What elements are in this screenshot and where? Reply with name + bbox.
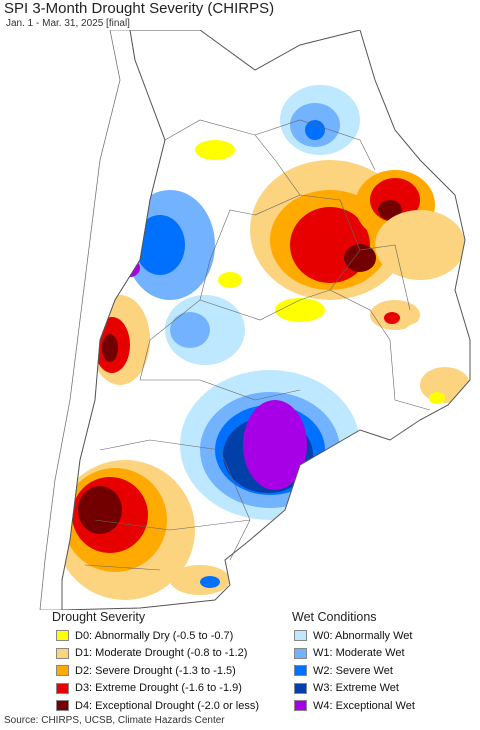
legend-item-w3: W3: Extreme Wet	[294, 680, 415, 698]
legend-item-d4: D4: Exceptional Drought (-2.0 or less)	[56, 697, 259, 715]
land-outline	[61, 30, 471, 610]
legend-item-w0: W0: Abnormally Wet	[294, 627, 415, 645]
legend-item-d1: D1: Moderate Drought (-0.8 to -1.2)	[56, 645, 259, 663]
swatch-d3	[56, 682, 69, 694]
legend-item-d0: D0: Abnormally Dry (-0.5 to -0.7)	[56, 627, 259, 645]
legend-item-w2: W2: Severe Wet	[294, 662, 415, 680]
legend-item-d2: D2: Severe Drought (-1.3 to -1.5)	[56, 662, 259, 680]
legend-item-d3: D3: Extreme Drought (-1.6 to -1.9)	[56, 680, 259, 698]
swatch-w2	[294, 665, 307, 677]
swatch-d2	[56, 665, 69, 677]
wet-legend-heading: Wet Conditions	[292, 610, 377, 624]
map-subtitle: Jan. 1 - Mar. 31, 2025 [final]	[6, 18, 130, 29]
swatch-w1	[294, 647, 307, 659]
swatch-w3	[294, 682, 307, 694]
map-title: SPI 3-Month Drought Severity (CHIRPS)	[4, 0, 275, 17]
swatch-d4	[56, 700, 69, 712]
country-borders	[84, 119, 431, 571]
swatch-d0	[56, 630, 69, 642]
drought-map	[0, 30, 480, 610]
drought-legend: D0: Abnormally Dry (-0.5 to -0.7) D1: Mo…	[56, 627, 259, 715]
swatch-d1	[56, 647, 69, 659]
swatch-w0	[294, 630, 307, 642]
swatch-w4	[294, 700, 307, 712]
source-credit: Source: CHIRPS, UCSB, Climate Hazards Ce…	[4, 715, 225, 726]
legend-item-w1: W1: Moderate Wet	[294, 645, 415, 663]
drought-legend-heading: Drought Severity	[52, 610, 146, 624]
wet-legend: W0: Abnormally Wet W1: Moderate Wet W2: …	[294, 627, 415, 715]
legend-item-w4: W4: Exceptional Wet	[294, 697, 415, 715]
